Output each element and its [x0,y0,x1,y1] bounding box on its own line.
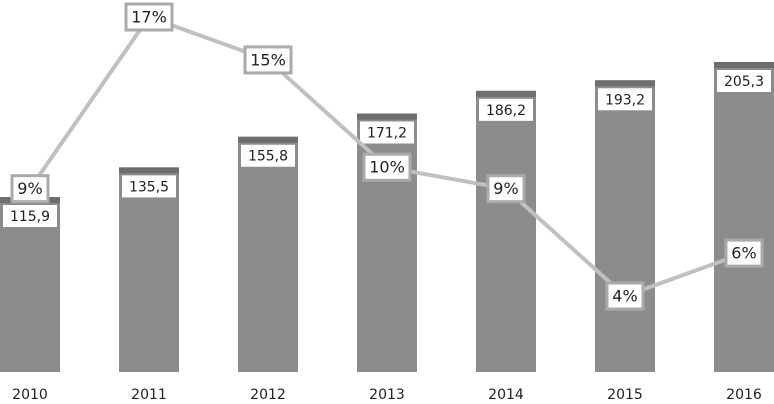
data-label: 205,3 [724,74,764,90]
line-label-box [486,174,526,204]
line-label-box [724,238,764,268]
label-box [717,70,771,92]
bar [595,80,655,373]
bar-cap [476,90,536,97]
line-data-label: 10% [369,158,405,177]
x-tick-label: 2016 [726,387,762,403]
line-data-label: 9% [493,179,518,198]
bar [119,167,179,372]
bar [238,136,298,372]
line-data-label: 9% [17,179,42,198]
line-data-label: 6% [731,244,756,263]
data-label: 193,2 [605,92,645,108]
line-data-label: 17% [131,8,167,27]
data-label: 186,2 [486,103,526,119]
bar [476,90,536,372]
label-box [598,88,652,111]
line-label-box [605,281,645,311]
x-tick-label: 2014 [488,387,524,403]
bar [714,62,774,372]
data-label: 115,9 [10,209,50,225]
bar-cap [238,136,298,143]
x-tick-label: 2013 [369,387,405,403]
data-label: 171,2 [367,125,407,141]
bar-cap [595,80,655,87]
label-box [3,204,57,227]
bar-cap [357,113,417,120]
bar-cap [714,62,774,68]
label-box [122,175,176,198]
label-box [360,121,414,144]
line-label-box [10,174,50,204]
x-tick-label: 2011 [131,387,167,403]
label-box [241,144,295,167]
line-label-box [124,2,174,32]
x-tick-label: 2015 [607,387,643,403]
data-label: 135,5 [129,179,169,195]
line-data-label: 4% [612,287,637,306]
line-label-box [362,152,412,182]
x-tick-label: 2012 [250,387,286,403]
bar [357,113,417,372]
x-tick-label: 2010 [12,387,48,403]
data-label: 155,8 [248,149,288,165]
bar-cap [119,167,179,174]
line-label-box [243,45,293,75]
label-box [479,98,533,121]
line-data-label: 15% [250,50,286,69]
